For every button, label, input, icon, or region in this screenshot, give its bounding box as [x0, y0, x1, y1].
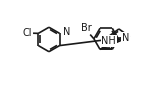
Text: N: N	[122, 33, 129, 43]
Text: Br: Br	[81, 23, 91, 33]
Text: Cl: Cl	[23, 28, 32, 38]
Text: N: N	[63, 27, 71, 37]
Text: NH: NH	[101, 36, 116, 46]
